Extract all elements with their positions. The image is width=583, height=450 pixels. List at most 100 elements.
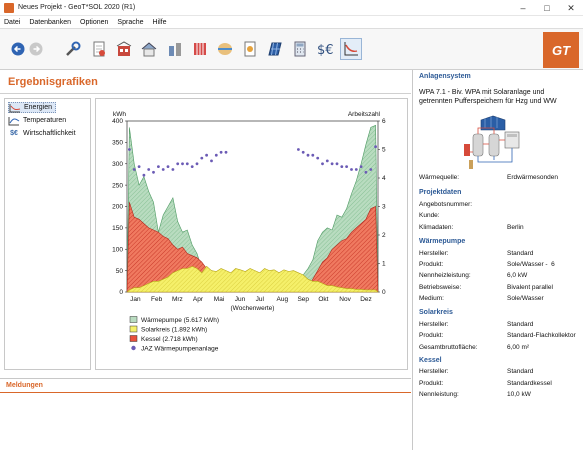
- waermepumpe-row: Medium: Sole/Wasser: [419, 295, 579, 305]
- storage-button[interactable]: [214, 38, 236, 60]
- solarkreis-title: Solarkreis: [419, 309, 453, 316]
- back-arrow-icon: [11, 42, 25, 56]
- legend-label: JAZ Wärmepumpenanlage: [141, 346, 219, 353]
- nav-item-energien[interactable]: Energien: [8, 102, 57, 113]
- legend-label: Wärmepumpe (5.617 kWh): [141, 317, 219, 324]
- solar-panel-button[interactable]: [264, 38, 286, 60]
- chart-navigation: Energien Temperaturen $€ Wirtschaftlichk…: [4, 98, 91, 370]
- maximize-icon[interactable]: □: [544, 3, 550, 13]
- toolbar: $€ GT: [0, 28, 583, 70]
- menu-datenbanken[interactable]: Datenbanken: [29, 18, 71, 26]
- radiator-button[interactable]: [189, 38, 211, 60]
- window-controls: – □ ✕: [511, 0, 583, 16]
- x-tick-label: Okt: [318, 296, 328, 303]
- settings-document-button[interactable]: [239, 38, 261, 60]
- jaz-point: [335, 162, 339, 166]
- menu-sprache[interactable]: Sprache: [117, 18, 144, 26]
- currency-icon: $€: [317, 43, 334, 58]
- jaz-point: [132, 168, 136, 171]
- solarkreis-area: [126, 265, 379, 293]
- jaz-point: [128, 148, 131, 151]
- minimize-icon[interactable]: –: [520, 3, 526, 13]
- kessel-row: Nennleistung: 10,0 kW: [419, 391, 579, 401]
- x-tick-label: Jan: [130, 296, 141, 303]
- jaz-point: [364, 170, 368, 174]
- projektdaten-title: Projektdaten: [419, 189, 462, 196]
- messages-panel: Meldungen: [0, 378, 411, 450]
- nav-item-label: Energien: [24, 104, 53, 111]
- sk-hersteller-value: Standard: [507, 321, 534, 328]
- jaz-point: [200, 156, 204, 160]
- nav-item-wirtschaftlichkeit[interactable]: $€ Wirtschaftlichkeit: [8, 128, 79, 139]
- y-axis-label: kWh: [113, 111, 126, 118]
- menu-optionen[interactable]: Optionen: [80, 18, 109, 26]
- close-icon[interactable]: ✕: [567, 2, 575, 13]
- y-tick-label: 100: [112, 246, 123, 253]
- wp-hersteller-value: Standard: [507, 250, 534, 257]
- tools-button[interactable]: [62, 38, 84, 60]
- chart-button[interactable]: [340, 38, 362, 60]
- forward-button[interactable]: [25, 38, 47, 60]
- window-title: Neues Projekt - GeoT*SOL 2020 (R1): [18, 4, 136, 11]
- jaz-point: [137, 165, 141, 168]
- building-button[interactable]: [113, 38, 135, 60]
- sk-flaeche-value: 6,00 m²: [507, 344, 530, 351]
- kessel-row: Produkt: Standardkessel: [419, 380, 579, 390]
- currency-button[interactable]: $€: [314, 38, 336, 60]
- y-tick-label: 50: [116, 268, 124, 275]
- menu-hilfe[interactable]: Hilfe: [152, 18, 167, 26]
- building-icon: [116, 41, 132, 56]
- x-tick-label: Nov: [339, 296, 351, 303]
- k-hersteller-value: Standard: [507, 368, 534, 375]
- jaz-point: [340, 165, 344, 168]
- jaz-point: [214, 153, 218, 157]
- y-tick-label: 300: [112, 161, 123, 168]
- sk-produkt-value: Standard-Flachkollektor: [507, 332, 576, 339]
- currency-icon: $€: [10, 130, 18, 137]
- pump-button[interactable]: [164, 38, 186, 60]
- wp-produkt-label: Produkt:: [419, 261, 444, 268]
- system-info-panel: Anlagensystem WPA 7.1 - Biv. WPA mit Sol…: [412, 70, 583, 450]
- legend-swatch: [129, 335, 138, 342]
- jaz-point: [181, 162, 184, 166]
- jaz-point: [297, 148, 300, 151]
- waermepumpe-title: Wärmepumpe: [419, 238, 466, 245]
- jaz-point: [176, 162, 180, 166]
- waermepumpe-row: Betriebsweise: Bivalent parallel: [419, 284, 579, 294]
- jaz-point: [166, 165, 170, 168]
- document-button[interactable]: [88, 38, 110, 60]
- jaz-point: [185, 162, 189, 166]
- jaz-point: [171, 168, 175, 171]
- jaz-point: [161, 168, 165, 171]
- messages-title: Meldungen: [6, 382, 43, 389]
- wp-medium-value: Sole/Wasser: [507, 295, 544, 302]
- back-button[interactable]: [7, 38, 29, 60]
- kunde-label: Kunde:: [419, 212, 440, 219]
- jaz-point: [157, 165, 160, 168]
- x-tick-label: Jun: [235, 296, 246, 303]
- projektdaten-row: Angebotsnummer:: [419, 201, 579, 211]
- legend-label: Kessel (2.718 kWh): [141, 336, 198, 343]
- klimadaten-label: Klimadaten:: [419, 224, 454, 231]
- calculator-button[interactable]: [289, 38, 311, 60]
- chart-icon: [344, 42, 358, 56]
- nav-item-temperaturen[interactable]: Temperaturen: [8, 115, 69, 126]
- solarkreis-row: Hersteller: Standard: [419, 321, 579, 331]
- projektdaten-row: Kunde:: [419, 212, 579, 222]
- nav-item-label: Wirtschaftlichkeit: [23, 130, 76, 137]
- anlagensystem-description: WPA 7.1 - Biv. WPA mit Solaranlage und g…: [419, 89, 557, 105]
- waermequelle-value: Erdwärmesonden: [507, 174, 558, 181]
- jaz-point: [205, 153, 208, 157]
- jaz-point: [224, 150, 228, 154]
- nav-item-label: Temperaturen: [23, 117, 67, 124]
- storage-tank-icon: [218, 43, 232, 55]
- title-bar: Neues Projekt - GeoT*SOL 2020 (R1) – □ ✕: [0, 0, 583, 16]
- messages-divider: [0, 392, 411, 393]
- menu-datei[interactable]: Datei: [4, 18, 21, 26]
- waermequelle-label: Wärmequelle:: [419, 174, 460, 181]
- angebotsnummer-label: Angebotsnummer:: [419, 201, 473, 208]
- y2-tick-label: 0: [382, 289, 386, 296]
- house-button[interactable]: [138, 38, 160, 60]
- tools-icon: [66, 41, 81, 56]
- x-tick-label: Jul: [256, 296, 265, 303]
